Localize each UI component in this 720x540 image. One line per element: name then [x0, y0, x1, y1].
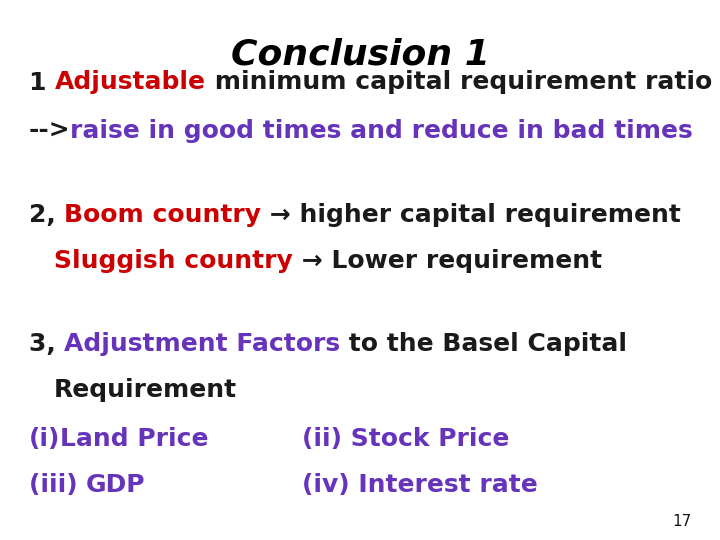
Text: (ii) Stock Price: (ii) Stock Price	[302, 427, 510, 451]
Text: minimum capital requirement ratio: minimum capital requirement ratio	[206, 71, 712, 94]
Text: GDP: GDP	[86, 473, 145, 497]
Text: Conclusion 1: Conclusion 1	[230, 38, 490, 72]
Text: Adjustment Factors: Adjustment Factors	[64, 333, 341, 356]
Text: → Lower requirement: → Lower requirement	[293, 249, 602, 273]
Text: 17: 17	[672, 514, 691, 529]
Text: (i): (i)	[29, 427, 60, 451]
Text: 2,: 2,	[29, 203, 64, 227]
Text: raise in good times and reduce in bad times: raise in good times and reduce in bad ti…	[71, 119, 693, 143]
Text: Sluggish country: Sluggish country	[54, 249, 293, 273]
Text: Adjustable: Adjustable	[55, 71, 206, 94]
Text: (iv) Interest rate: (iv) Interest rate	[302, 473, 538, 497]
Text: Land Price: Land Price	[60, 427, 209, 451]
Text: → higher capital requirement: → higher capital requirement	[261, 203, 681, 227]
Text: to the Basel Capital: to the Basel Capital	[341, 333, 627, 356]
Text: Requirement: Requirement	[54, 379, 237, 402]
Text: 1: 1	[29, 71, 55, 94]
Text: Boom country: Boom country	[64, 203, 261, 227]
Text: 3,: 3,	[29, 333, 64, 356]
Text: -->: -->	[29, 119, 71, 143]
Text: (iii): (iii)	[29, 473, 86, 497]
